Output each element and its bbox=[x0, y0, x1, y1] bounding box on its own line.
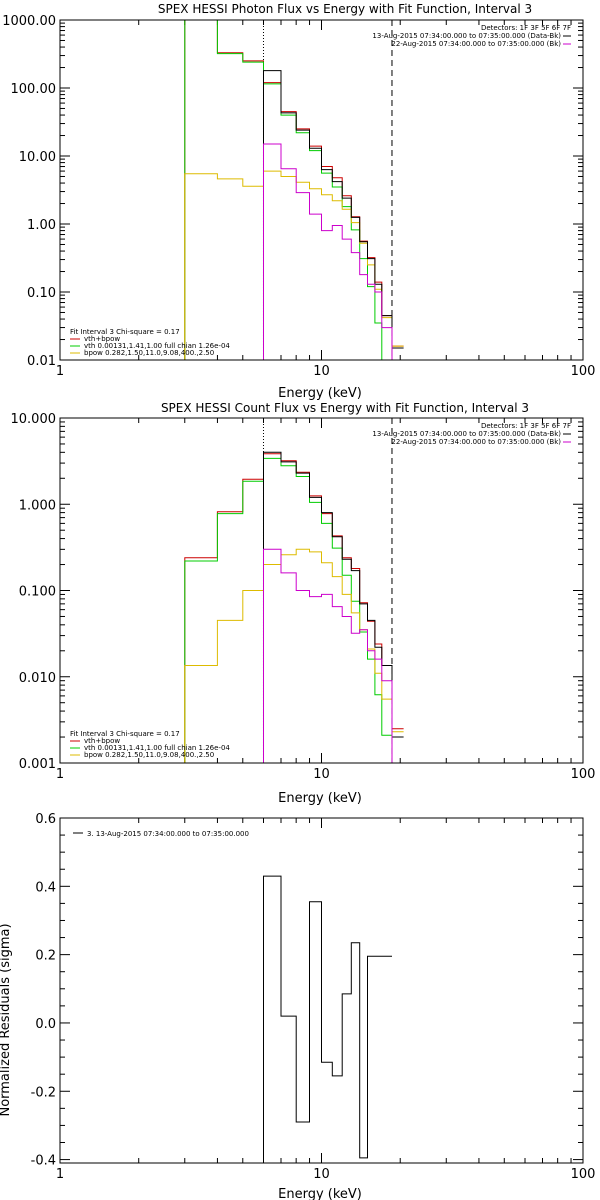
x-tick-label: 100 bbox=[571, 364, 596, 379]
y-tick-label: 0.01 bbox=[27, 354, 56, 369]
photon-flux-frame bbox=[59, 19, 584, 361]
y-tick-label: 1000.00 bbox=[2, 14, 56, 29]
y-tick-label: 0.6 bbox=[35, 812, 56, 827]
legend-fit-sum: vth+bpow bbox=[84, 335, 120, 343]
photon-flux-title: SPEX HESSI Photon Flux vs Energy with Fi… bbox=[158, 2, 532, 16]
y-tick-label: -0.4 bbox=[31, 1154, 56, 1169]
photon-flux-series bbox=[184, 19, 404, 361]
y-tick-label: -0.2 bbox=[31, 1085, 56, 1100]
x-tick-label: 1 bbox=[56, 1167, 64, 1182]
residuals-series bbox=[263, 875, 392, 1163]
x-tick-label: 10 bbox=[313, 1167, 330, 1182]
photon-flux-axes: 1 10 100 0.01 0.10 1.00 10.00 100.00 1000.00 bbox=[2, 14, 595, 379]
residuals-xlabel: Energy (keV) bbox=[278, 1187, 362, 1200]
y-tick-label: 0.100 bbox=[19, 585, 56, 600]
y-tick-label: 1.000 bbox=[19, 498, 56, 513]
legend-fit-sum: vth+bpow bbox=[84, 737, 120, 745]
series-total-step bbox=[263, 875, 392, 1163]
legend-bpow: bpow 0.282,1.50,11.0,9.08,400.,2.50 bbox=[84, 751, 214, 759]
legend-bpow: bpow 0.282,1.50,11.0,9.08,400.,2.50 bbox=[84, 349, 214, 357]
y-tick-label: 0.2 bbox=[35, 949, 56, 964]
series-bk-step bbox=[263, 548, 404, 764]
y-tick-label: 0.10 bbox=[27, 286, 56, 301]
x-tick-label: 10 bbox=[313, 767, 330, 782]
legend-detectors: Detectors: 1F 3F 5F 6F 7F bbox=[481, 422, 571, 430]
y-tick-label: 10.000 bbox=[11, 412, 57, 427]
y-tick-label: 0.001 bbox=[19, 757, 56, 772]
legend-data-interval: 13-Aug-2015 07:34:00.000 to 07:35:00.000… bbox=[372, 32, 561, 40]
count-flux-legend-bottom-left: Fit Interval 3 Chi-square = 0.17 vth+bpo… bbox=[70, 730, 230, 759]
x-tick-label: 1 bbox=[56, 364, 64, 379]
series-vth-step bbox=[184, 19, 404, 361]
legend-residuals-interval: 3. 13-Aug-2015 07:34:00.000 to 07:35:00.… bbox=[87, 830, 249, 838]
y-tick-label: 0.0 bbox=[35, 1017, 56, 1032]
legend-fit-interval: Fit Interval 3 Chi-square = 0.17 bbox=[70, 328, 180, 336]
legend-fit-interval: Fit Interval 3 Chi-square = 0.17 bbox=[70, 730, 180, 738]
legend-vth: vth 0.00131,1.41,1.00 full chian 1.26e-0… bbox=[84, 744, 230, 752]
residuals-panel: Energy (keV) Normalized Residuals (sigma… bbox=[0, 812, 595, 1200]
legend-background-interval: 22-Aug-2015 07:34:00.000 to 07:35:00.000… bbox=[391, 40, 561, 48]
x-tick-label: 100 bbox=[571, 767, 596, 782]
y-tick-label: 10.00 bbox=[19, 150, 56, 165]
count-flux-legend-top-right: Detectors: 1F 3F 5F 6F 7F 13-Aug-2015 07… bbox=[372, 422, 571, 446]
count-flux-series bbox=[184, 418, 404, 764]
x-tick-label: 10 bbox=[313, 364, 330, 379]
residuals-ylabel: Normalized Residuals (sigma) bbox=[0, 923, 13, 1116]
photon-flux-legend-bottom-left: Fit Interval 3 Chi-square = 0.17 vth+bpo… bbox=[70, 328, 230, 357]
legend-background-interval: 22-Aug-2015 07:34:00.000 to 07:35:00.000… bbox=[391, 438, 561, 446]
residuals-legend: 3. 13-Aug-2015 07:34:00.000 to 07:35:00.… bbox=[73, 830, 249, 838]
count-flux-frame bbox=[59, 417, 584, 764]
x-tick-label: 100 bbox=[571, 1167, 596, 1182]
photon-flux-xlabel: Energy (keV) bbox=[278, 386, 362, 401]
legend-detectors: Detectors: 1F 3F 5F 6F 7F bbox=[481, 24, 571, 32]
count-flux-xlabel: Energy (keV) bbox=[278, 791, 362, 806]
x-tick-label: 1 bbox=[56, 767, 64, 782]
count-flux-panel: SPEX HESSI Count Flux vs Energy with Fit… bbox=[11, 401, 596, 806]
y-tick-label: 100.00 bbox=[11, 82, 57, 97]
legend-vth: vth 0.00131,1.41,1.00 full chian 1.26e-0… bbox=[84, 342, 230, 350]
series-bk-step bbox=[263, 143, 404, 361]
photon-flux-panel: SPEX HESSI Photon Flux vs Energy with Fi… bbox=[2, 2, 595, 401]
series-total-step bbox=[263, 451, 404, 763]
series-total-step bbox=[263, 70, 404, 360]
count-flux-title: SPEX HESSI Count Flux vs Energy with Fit… bbox=[161, 401, 529, 415]
y-tick-label: 0.010 bbox=[19, 671, 56, 686]
photon-flux-legend-top-right: Detectors: 1F 3F 5F 6F 7F 13-Aug-2015 07… bbox=[372, 24, 571, 48]
y-tick-label: 0.4 bbox=[35, 880, 56, 895]
series-bpow-step bbox=[184, 548, 404, 763]
residuals-frame bbox=[59, 817, 584, 1164]
y-tick-label: 1.00 bbox=[27, 218, 56, 233]
residuals-axes: 1 10 100 -0.4 -0.2 0.0 0.2 0.4 0.6 bbox=[31, 812, 596, 1182]
legend-data-interval: 13-Aug-2015 07:34:00.000 to 07:35:00.000… bbox=[372, 430, 561, 438]
